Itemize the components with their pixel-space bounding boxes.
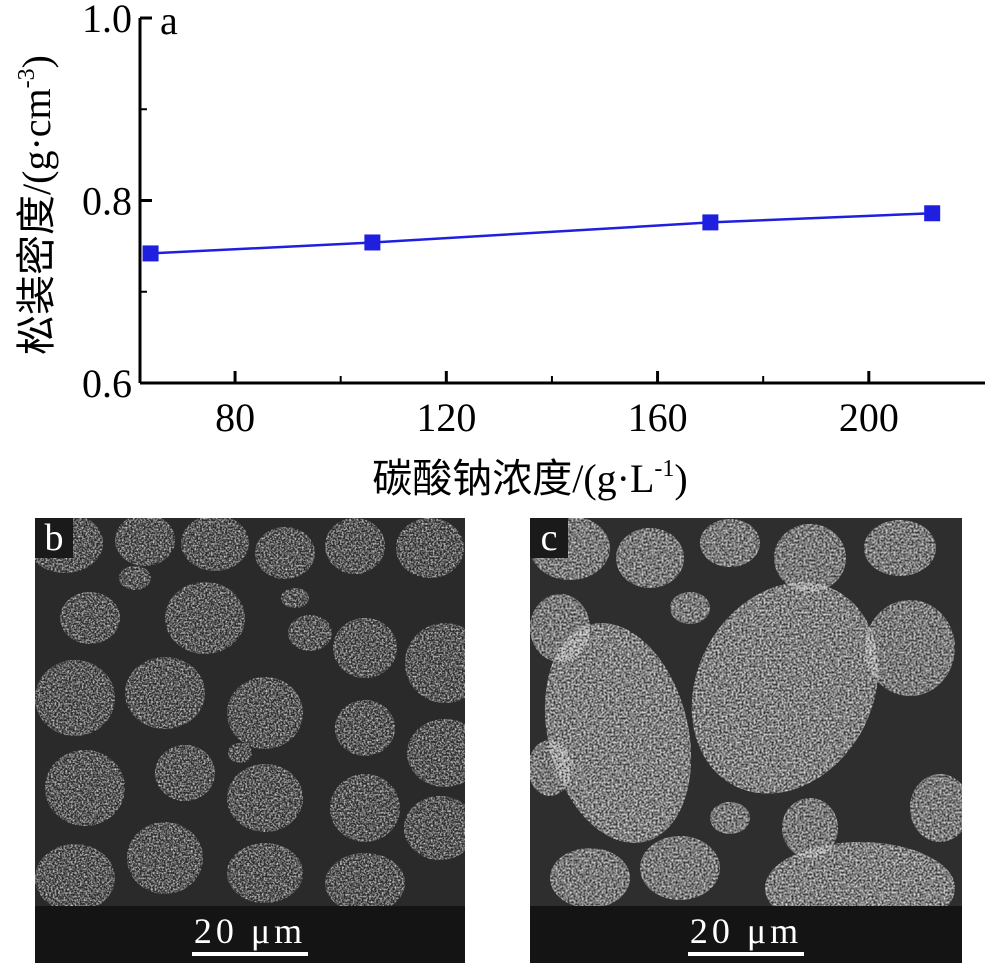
y-tick-label: 1.0 xyxy=(82,0,132,41)
sem-image-c: c 20 μm xyxy=(530,518,962,963)
x-axis-title-sup: -1 xyxy=(654,456,674,482)
panel-label-a: a xyxy=(160,0,178,43)
sem-micrograph-c xyxy=(530,518,962,906)
data-point xyxy=(364,234,381,251)
x-tick-label: 120 xyxy=(416,395,476,440)
y-axis-title-sup: -3 xyxy=(14,68,40,88)
x-tick-label: 80 xyxy=(215,395,255,440)
sem-image-b: b 20 μm xyxy=(35,518,465,963)
scale-strip-b: 20 μm xyxy=(35,906,465,963)
x-tick-label: 160 xyxy=(628,395,688,440)
y-tick-label: 0.6 xyxy=(82,361,132,406)
scale-strip-c: 20 μm xyxy=(530,906,962,963)
x-axis-title-main: 碳酸钠浓度/(g·L xyxy=(372,456,654,501)
y-tick-label: 0.8 xyxy=(82,179,132,224)
y-axis-title-main: 松装密度/(g·cm xyxy=(14,88,59,355)
plot-area: 0.6 0.8 1.0 80 120 160 200 xyxy=(82,0,985,440)
scale-bar-c xyxy=(688,952,804,956)
scale-bar-label-c: 20 μm xyxy=(689,911,803,951)
scale-bar-label-b: 20 μm xyxy=(193,911,307,951)
scale-bar-b xyxy=(192,952,308,956)
x-axis-title-end: ) xyxy=(674,456,687,501)
sem-micrograph-b xyxy=(35,518,465,906)
series-line xyxy=(150,212,933,255)
x-tick-label: 200 xyxy=(839,395,899,440)
panel-label-b: b xyxy=(35,518,73,558)
y-axis-title: 松装密度/(g·cm-3) xyxy=(14,55,59,355)
density-chart: 0.6 0.8 1.0 80 120 160 200 a 碳酸钠浓度/(g·L-1) 松装密… xyxy=(14,0,985,501)
data-point xyxy=(702,214,719,231)
y-axis-title-end: ) xyxy=(14,55,59,68)
panel-label-c: c xyxy=(530,518,568,558)
data-point xyxy=(924,205,941,222)
data-point xyxy=(142,245,159,262)
x-axis-title: 碳酸钠浓度/(g·L-1) xyxy=(372,456,688,501)
